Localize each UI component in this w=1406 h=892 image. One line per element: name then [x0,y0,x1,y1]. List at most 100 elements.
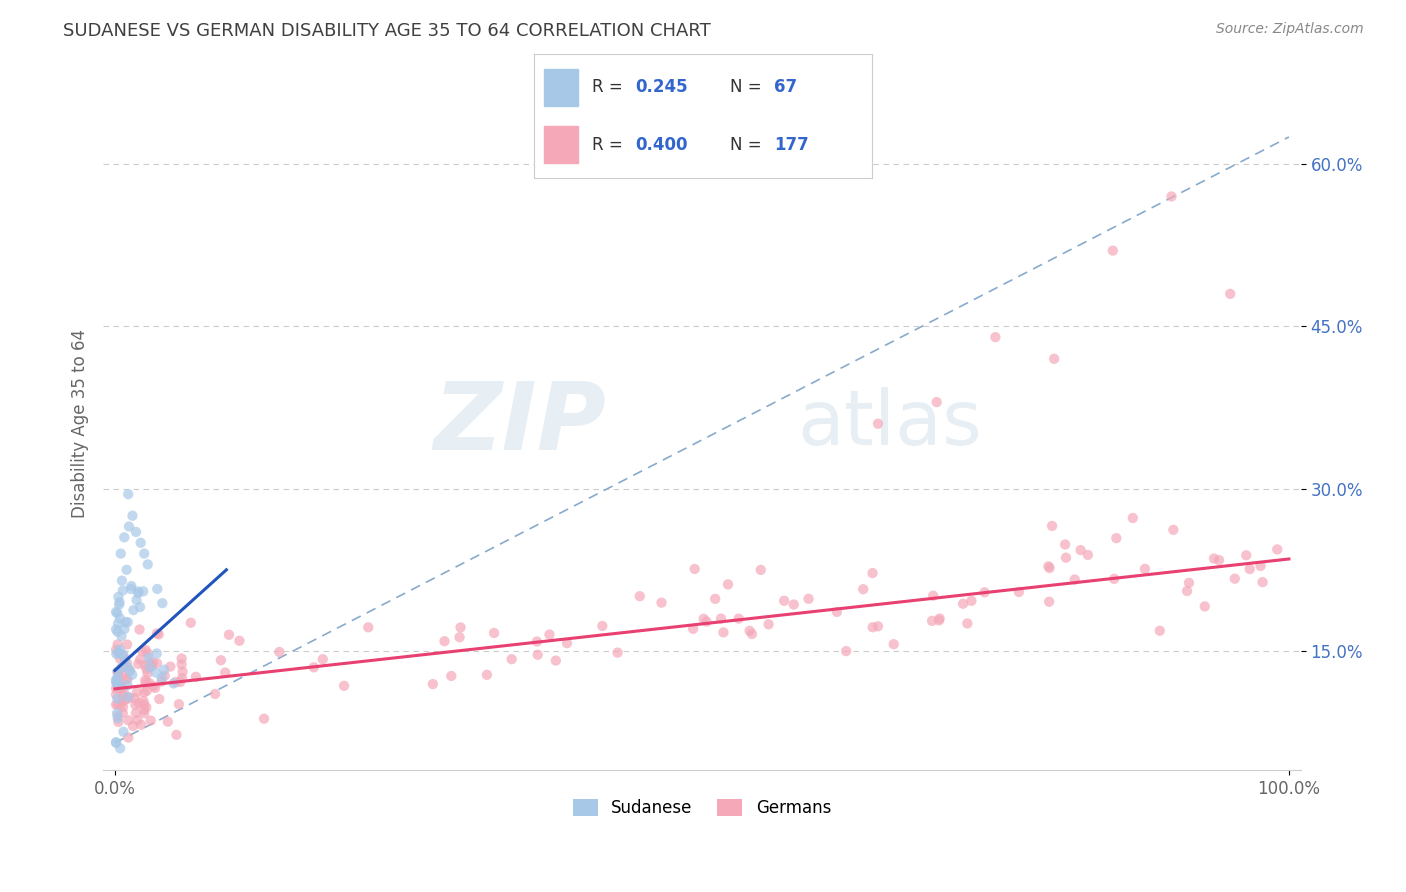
Text: R =: R = [592,136,627,153]
Point [180,615,202,630]
Point [1178,575,1201,590]
Point [921,614,943,628]
Point [1163,523,1185,537]
Point [107,616,129,631]
Point [127,584,149,599]
Point [1202,551,1225,566]
Point [526,648,548,662]
Point [117,672,139,686]
Point [1250,558,1272,573]
Point [135,675,157,690]
Point [107,665,129,679]
Point [105,647,128,661]
Point [1008,585,1031,599]
Point [117,678,139,692]
Point [111,690,134,704]
Point [114,653,136,667]
Point [108,678,131,692]
Point [115,692,138,706]
Point [1133,562,1156,576]
Point [449,630,471,644]
Point [146,626,169,640]
Point [111,700,134,714]
Point [142,679,165,693]
Point [928,611,950,625]
Point [312,652,335,666]
Point [170,671,193,685]
Point [1251,575,1274,590]
Point [758,617,780,632]
Point [357,620,380,634]
Point [165,675,187,690]
Point [1063,573,1085,587]
Point [1038,561,1060,575]
Point [1234,549,1257,563]
Point [696,615,718,629]
Point [1265,542,1288,557]
Point [1105,531,1128,545]
Point [218,628,240,642]
Point [825,605,848,619]
Point [501,652,523,666]
Point [124,691,146,706]
Point [141,659,163,673]
Text: 0.400: 0.400 [636,136,688,153]
Point [922,589,945,603]
Point [172,665,194,679]
Point [120,582,142,596]
Point [146,657,169,671]
Point [134,703,156,717]
Point [960,594,983,608]
Point [135,700,157,714]
Point [115,638,138,652]
Point [1054,550,1077,565]
Legend: Sudanese, Germans: Sudanese, Germans [567,792,838,824]
Point [150,596,173,610]
Point [107,637,129,651]
Point [107,708,129,723]
Point [105,735,128,749]
Point [170,651,193,665]
Text: ZIP: ZIP [433,377,606,470]
Point [108,598,131,612]
Point [127,713,149,727]
Point [591,619,613,633]
Point [117,713,139,727]
Text: 67: 67 [773,78,797,96]
Point [125,685,148,699]
Point [105,698,128,712]
Point [132,694,155,708]
Point [1101,244,1123,258]
Point [797,591,820,606]
Point [129,653,152,667]
Point [928,614,950,628]
Point [107,666,129,681]
Point [136,647,159,661]
Point [333,679,356,693]
Point [118,663,141,677]
Point [117,731,139,745]
Point [107,714,129,729]
Point [111,706,134,720]
Point [112,659,135,673]
Point [1077,548,1099,562]
Point [121,508,143,523]
Point [105,673,128,687]
Point [835,644,858,658]
Point [105,736,128,750]
Point [136,666,159,681]
Point [107,665,129,679]
Point [253,712,276,726]
Point [117,487,139,501]
Point [120,579,142,593]
Text: 177: 177 [773,136,808,153]
Point [1102,572,1125,586]
Bar [544,126,578,163]
Point [209,653,232,667]
Point [135,643,157,657]
Point [129,600,152,615]
Point [127,586,149,600]
Point [145,647,167,661]
Point [134,685,156,699]
Point [1219,286,1241,301]
